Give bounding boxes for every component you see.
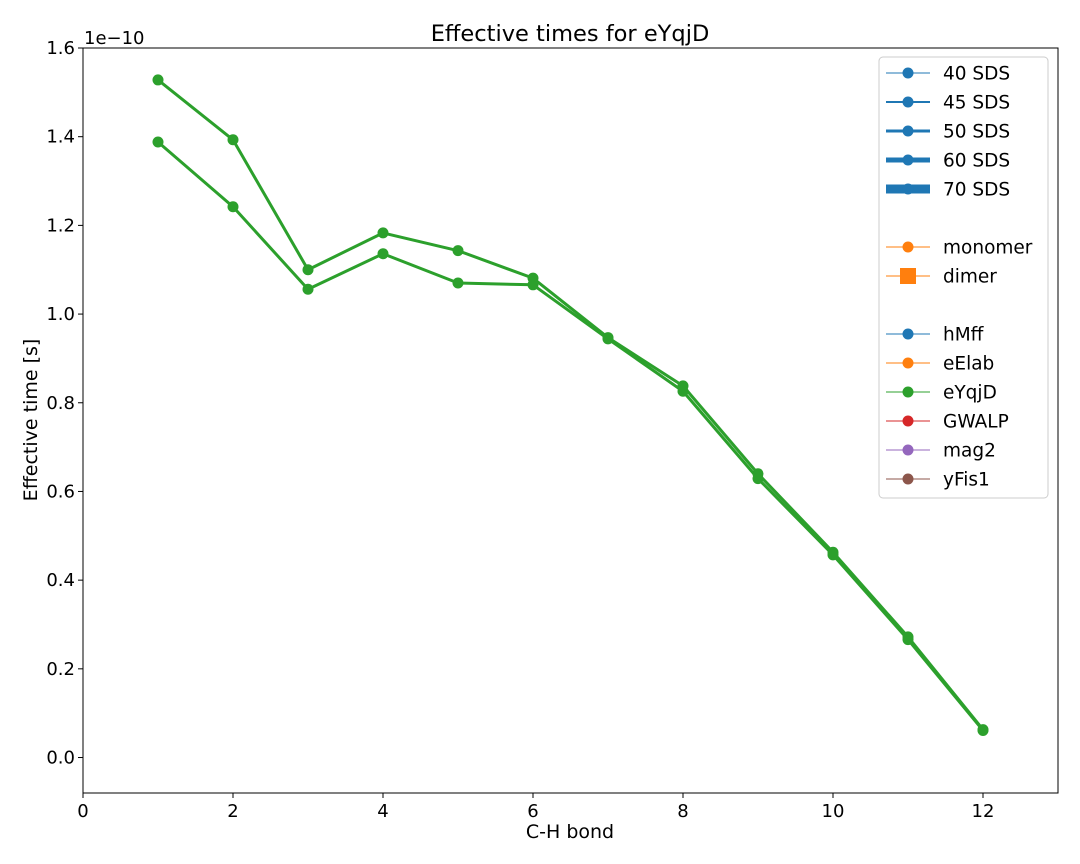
y-tick-label: 1.6 (46, 38, 75, 59)
plot-frame (82, 47, 1059, 794)
legend-label: dimer (943, 267, 997, 288)
legend-marker-circle (902, 328, 914, 340)
data-point (302, 264, 314, 276)
x-tick-label: 6 (527, 801, 538, 822)
legend-entry: 70 SDS (886, 180, 1010, 201)
data-point (752, 473, 764, 485)
legend-marker-square (900, 268, 916, 284)
legend-marker-circle (902, 444, 914, 456)
legend-label: monomer (943, 238, 1033, 259)
y-offset-label: 1e−10 (84, 28, 145, 49)
legend-entry: eElab (886, 354, 994, 375)
x-tick-label: 10 (822, 801, 845, 822)
x-tick-label: 12 (972, 801, 995, 822)
legend-marker-circle (902, 67, 914, 79)
legend-marker-circle (902, 183, 914, 195)
legend-entry: 45 SDS (886, 93, 1010, 114)
legend-marker-circle (902, 357, 914, 369)
legend-marker-circle (902, 415, 914, 427)
legend-marker-circle (902, 125, 914, 137)
legend-label: 50 SDS (943, 122, 1010, 143)
data-point (227, 134, 239, 146)
series-line-1 (156, 78, 985, 732)
data-point (902, 634, 914, 646)
legend-marker-circle (902, 154, 914, 166)
legend-entry: hMff (886, 325, 985, 346)
y-tick-label: 1.2 (46, 215, 75, 236)
legend-entry: dimer (886, 267, 997, 288)
legend-label: 40 SDS (943, 64, 1010, 85)
legend-label: 70 SDS (943, 180, 1010, 201)
data-point (977, 724, 989, 736)
legend-marker-circle (902, 241, 914, 253)
legend-label: 60 SDS (943, 151, 1010, 172)
data-point (152, 74, 164, 86)
data-point (602, 333, 614, 345)
y-axis-label: Effective time [s] (20, 339, 42, 502)
y-tick-label: 1.0 (46, 304, 75, 325)
legend-entry: eYqjD (886, 383, 997, 404)
legend-label: eElab (943, 354, 994, 375)
axes: 0 2 4 6 8 10 12 0.0 0.2 0.4 0.6 0.8 1.0 1.2 1.4 1.6 (46, 38, 994, 822)
data-point (452, 245, 464, 257)
x-axis-label: C-H bond (526, 821, 614, 843)
legend-entry: GWALP (886, 412, 1009, 433)
series-line-2 (156, 140, 985, 732)
legend-label: GWALP (943, 412, 1009, 433)
plot-series (152, 74, 989, 736)
legend-entry: 60 SDS (886, 151, 1010, 172)
legend-marker-circle (902, 473, 914, 485)
legend-label: 45 SDS (943, 93, 1010, 114)
legend-entry: 40 SDS (886, 64, 1010, 85)
data-point (527, 279, 539, 291)
legend-entry: 50 SDS (886, 122, 1010, 143)
data-point (827, 549, 839, 561)
y-tick-label: 0.2 (46, 659, 75, 680)
x-tick-label: 2 (227, 801, 238, 822)
y-tick-label: 0.0 (46, 748, 75, 769)
legend-entry: monomer (886, 238, 1033, 259)
data-point (152, 136, 164, 148)
y-tick-label: 0.8 (46, 393, 75, 414)
legend-frame (878, 56, 1049, 499)
legend-label: mag2 (943, 441, 996, 462)
y-tick-label: 0.4 (46, 570, 75, 591)
x-tick-label: 4 (377, 801, 388, 822)
data-point (377, 227, 389, 239)
legend-entry: mag2 (886, 441, 996, 462)
data-point (377, 248, 389, 260)
legend-label: eYqjD (943, 383, 997, 404)
x-tick-label: 0 (77, 801, 88, 822)
legend-marker-circle (902, 96, 914, 108)
x-tick-label: 8 (677, 801, 688, 822)
data-point (227, 201, 239, 213)
chart-title: Effective times for eYqjD (431, 21, 710, 47)
y-tick-label: 0.6 (46, 481, 75, 502)
data-point (302, 283, 314, 295)
data-point (677, 385, 689, 397)
y-tick-label: 1.4 (46, 127, 75, 148)
legend-marker-circle (902, 386, 914, 398)
legend-label: hMff (943, 325, 985, 346)
legend-label: yFis1 (943, 470, 990, 491)
data-point (452, 277, 464, 289)
legend: 40 SDS 45 SDS 50 SDS 60 SDS 70 SDS monomer dim… (878, 56, 1049, 499)
legend-entry: yFis1 (886, 470, 990, 491)
